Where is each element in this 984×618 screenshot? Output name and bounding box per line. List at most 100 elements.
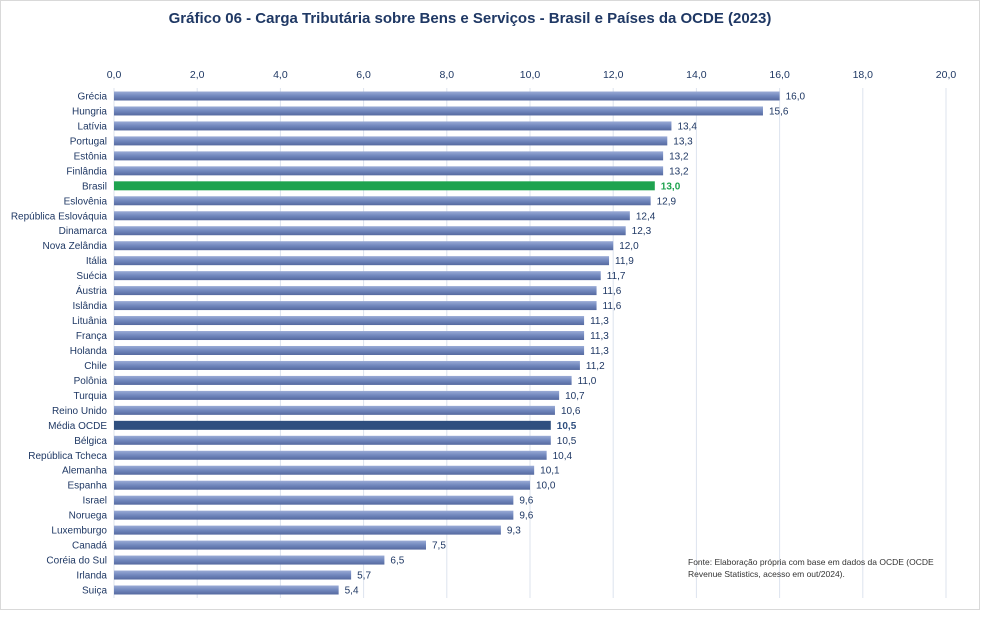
category-label: Alemanha bbox=[62, 466, 107, 477]
data-label: 11,3 bbox=[590, 316, 609, 327]
x-tick-label: 8,0 bbox=[439, 69, 454, 81]
category-label: Noruega bbox=[69, 511, 108, 522]
x-tick-label: 16,0 bbox=[769, 69, 790, 81]
bar bbox=[114, 241, 614, 251]
data-label: 16,0 bbox=[786, 92, 806, 103]
bar bbox=[114, 316, 585, 326]
bar bbox=[114, 345, 585, 355]
category-label: Grécia bbox=[78, 92, 108, 103]
bar bbox=[114, 106, 763, 116]
bar bbox=[114, 480, 530, 490]
data-label: 12,4 bbox=[636, 211, 656, 222]
data-label: 13,0 bbox=[661, 181, 681, 192]
x-tick-label: 20,0 bbox=[936, 69, 957, 81]
category-label: Média OCDE bbox=[48, 421, 107, 432]
bar bbox=[114, 390, 560, 400]
category-label: Polônia bbox=[74, 376, 108, 387]
bar bbox=[114, 181, 655, 191]
data-label: 15,6 bbox=[769, 106, 789, 117]
category-label: República Eslováquia bbox=[11, 211, 108, 222]
category-label: Suécia bbox=[76, 271, 107, 282]
category-label: Espanha bbox=[68, 481, 108, 492]
data-label: 11,6 bbox=[603, 301, 622, 312]
bar bbox=[114, 585, 339, 595]
data-label: 11,3 bbox=[590, 331, 609, 342]
data-label: 11,6 bbox=[603, 286, 622, 297]
bar bbox=[114, 166, 664, 176]
data-label: 6,5 bbox=[390, 556, 404, 567]
bar bbox=[114, 375, 572, 385]
data-label: 10,6 bbox=[561, 406, 581, 417]
bar bbox=[114, 570, 352, 580]
data-label: 10,1 bbox=[540, 466, 560, 477]
bar bbox=[114, 211, 630, 221]
category-label: Islândia bbox=[73, 301, 108, 312]
x-tick-label: 18,0 bbox=[853, 69, 874, 81]
data-label: 11,0 bbox=[578, 376, 597, 387]
bar bbox=[114, 136, 668, 146]
data-label: 11,2 bbox=[586, 361, 605, 372]
category-label: Hungria bbox=[72, 106, 107, 117]
bar bbox=[114, 405, 555, 415]
data-label: 10,5 bbox=[557, 421, 577, 432]
source-note: Fonte: Elaboração própria com base em da… bbox=[688, 557, 934, 579]
data-label: 9,3 bbox=[507, 526, 521, 537]
x-tick-label: 4,0 bbox=[273, 69, 288, 81]
bar bbox=[114, 495, 514, 505]
category-label: Israel bbox=[83, 496, 107, 507]
x-tick-label: 2,0 bbox=[190, 69, 205, 81]
data-label: 7,5 bbox=[432, 541, 446, 552]
bar bbox=[114, 256, 610, 266]
data-label: 12,0 bbox=[619, 241, 639, 252]
x-tick-label: 6,0 bbox=[356, 69, 371, 81]
data-label: 13,2 bbox=[669, 151, 689, 162]
category-label: Lituânia bbox=[72, 316, 107, 327]
bar bbox=[114, 286, 597, 296]
data-label: 10,5 bbox=[557, 436, 577, 447]
x-tick-label: 0,0 bbox=[107, 69, 122, 81]
bar bbox=[114, 435, 551, 445]
category-label: Estônia bbox=[74, 151, 108, 162]
category-label: Dinamarca bbox=[59, 226, 108, 237]
category-label: Nova Zelândia bbox=[43, 241, 108, 252]
data-label: 5,7 bbox=[357, 571, 371, 582]
bar bbox=[114, 465, 535, 475]
x-tick-label: 12,0 bbox=[603, 69, 624, 81]
category-label: Brasil bbox=[82, 181, 107, 192]
category-label: República Tcheca bbox=[28, 451, 107, 462]
data-label: 9,6 bbox=[519, 496, 533, 507]
bar bbox=[114, 540, 426, 550]
data-label: 13,4 bbox=[677, 121, 697, 132]
bar bbox=[114, 91, 780, 101]
category-label: Canadá bbox=[72, 541, 107, 552]
data-label: 13,3 bbox=[673, 136, 693, 147]
category-label: Reino Unido bbox=[52, 406, 107, 417]
category-label: Eslovênia bbox=[64, 196, 108, 207]
category-label: Áustria bbox=[76, 284, 108, 297]
x-tick-label: 10,0 bbox=[520, 69, 541, 81]
x-tick-label: 14,0 bbox=[686, 69, 707, 81]
data-label: 11,7 bbox=[607, 271, 626, 282]
category-label: Finlândia bbox=[66, 166, 107, 177]
bar bbox=[114, 301, 597, 311]
category-label: Chile bbox=[84, 361, 107, 372]
bar bbox=[114, 510, 514, 520]
data-label: 9,6 bbox=[519, 511, 533, 522]
category-label: Coréia do Sul bbox=[46, 556, 107, 567]
category-label: Portugal bbox=[70, 136, 107, 147]
category-label: Turquia bbox=[73, 391, 107, 402]
category-label: Bélgica bbox=[74, 436, 107, 447]
category-label: Suiça bbox=[82, 586, 107, 597]
category-label: Irlanda bbox=[76, 571, 107, 582]
bar bbox=[114, 360, 580, 370]
bar bbox=[114, 226, 626, 236]
data-label: 10,0 bbox=[536, 481, 556, 492]
data-label: 12,9 bbox=[657, 196, 677, 207]
chart-title: Gráfico 06 - Carga Tributária sobre Bens… bbox=[168, 10, 772, 27]
category-label: França bbox=[76, 331, 108, 342]
bar bbox=[114, 450, 547, 460]
bar bbox=[114, 121, 672, 131]
bar bbox=[114, 271, 601, 281]
